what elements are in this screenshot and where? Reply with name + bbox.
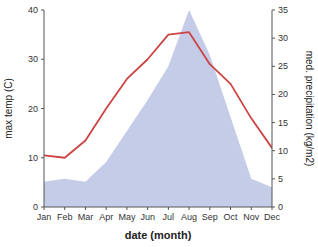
y-tick-label: 0 [33, 202, 38, 212]
x-tick-label: May [118, 212, 136, 222]
y-tick [41, 207, 44, 208]
x-tick [147, 207, 148, 210]
x-tick-label: Dec [264, 212, 281, 222]
x-tick [126, 207, 127, 210]
y2-tick [272, 207, 275, 208]
x-tick-label: Nov [243, 212, 260, 222]
x-tick-label: Sep [202, 212, 218, 222]
x-tick-label: Feb [57, 212, 73, 222]
y2-axis-line [272, 10, 273, 207]
y2-tick-label: 25 [278, 61, 288, 71]
chart: JanFebMarAprMayJunJulAugSepOctNovDec0102… [0, 0, 318, 247]
x-tick [251, 207, 252, 210]
y2-tick [272, 66, 275, 67]
y2-tick-label: 0 [278, 202, 283, 212]
y2-tick-label: 30 [278, 33, 288, 43]
y2-tick [272, 178, 275, 179]
y-tick [41, 157, 44, 158]
x-tick-label: Aug [181, 212, 197, 222]
y2-tick [272, 94, 275, 95]
y-tick [41, 108, 44, 109]
x-tick-label: Mar [78, 212, 94, 222]
x-tick [106, 207, 107, 210]
x-tick [209, 207, 210, 210]
y2-tick-label: 20 [278, 89, 288, 99]
plot-area [44, 10, 272, 207]
x-tick [64, 207, 65, 210]
x-tick-label: Jul [163, 212, 175, 222]
x-tick [168, 207, 169, 210]
y2-tick-label: 35 [278, 5, 288, 15]
y-tick-label: 30 [28, 54, 38, 64]
area [44, 10, 272, 207]
y2-tick [272, 10, 275, 11]
x-tick [230, 207, 231, 210]
y-tick-label: 20 [28, 104, 38, 114]
x-tick-label: Apr [99, 212, 113, 222]
y-axis-label: max temp (C) [3, 78, 14, 139]
line [44, 32, 272, 158]
y-tick [41, 59, 44, 60]
x-tick [189, 207, 190, 210]
y2-tick-label: 10 [278, 146, 288, 156]
y2-tick-label: 5 [278, 174, 283, 184]
y2-tick-label: 15 [278, 118, 288, 128]
x-tick [85, 207, 86, 210]
x-axis-line [44, 207, 272, 208]
y2-tick [272, 122, 275, 123]
x-tick-label: Jan [37, 212, 52, 222]
x-tick-label: Jun [140, 212, 155, 222]
axes: JanFebMarAprMayJunJulAugSepOctNovDec0102… [28, 5, 288, 222]
y2-tick [272, 38, 275, 39]
y-tick [41, 10, 44, 11]
x-axis-label: date (month) [125, 229, 192, 241]
y-tick-label: 10 [28, 153, 38, 163]
y-tick-label: 40 [28, 5, 38, 15]
y2-tick [272, 150, 275, 151]
y2-axis-label: med. precipitation (kg/m2) [304, 51, 315, 167]
x-tick-label: Oct [224, 212, 239, 222]
